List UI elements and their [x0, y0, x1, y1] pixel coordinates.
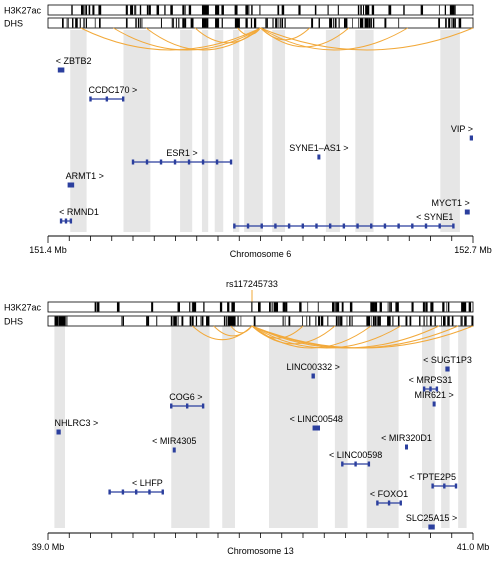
gene-feature: < FOXO1	[370, 489, 408, 506]
interaction-arc	[260, 27, 408, 51]
track-label: DHS	[4, 19, 23, 29]
interaction-arc	[194, 27, 261, 44]
gene-label: < FOXO1	[370, 489, 408, 499]
interaction-arc	[80, 27, 261, 51]
gene-feature: SYNE1–AS1 >	[289, 143, 349, 160]
chromosome-label: Chromosome 13	[227, 546, 294, 556]
gene-label: MYCT1 >	[431, 198, 469, 208]
gene-feature: < MRPS31	[409, 375, 453, 392]
highlight-region	[54, 326, 65, 528]
highlight-region	[272, 30, 286, 232]
highlight-region	[70, 30, 87, 232]
gene-label: < MRPS31	[409, 375, 453, 385]
gene-feature: < SUGT1P3	[423, 355, 472, 372]
snp-label: rs117245733	[226, 279, 278, 289]
gene-feature: ESR1 >	[131, 148, 233, 165]
highlight-region	[244, 30, 263, 232]
gene-feature: < RMND1	[59, 207, 99, 224]
track-label: DHS	[4, 317, 23, 327]
gene-feature: CCDC170 >	[89, 85, 138, 102]
gene-label: < MIR4305	[152, 436, 196, 446]
gene-feature: NHLRC3 >	[55, 418, 99, 435]
track-bar	[47, 17, 474, 29]
gene-label: COG6 >	[169, 392, 202, 402]
gene-feature: < LINC00598	[329, 450, 382, 467]
interaction-arc	[260, 27, 310, 41]
gene-feature: MIR621 >	[414, 390, 454, 407]
gene-label: < ZBTB2	[56, 56, 92, 66]
gene-feature: COG6 >	[169, 392, 205, 409]
gene-label: < SUGT1P3	[423, 355, 472, 365]
gene-label: SLC25A15 >	[406, 513, 457, 523]
gene-feature: VIP >	[451, 124, 473, 141]
axis-end-label: 152.7 Mb	[454, 245, 492, 255]
gene-feature: < ZBTB2	[56, 56, 92, 73]
highlight-region	[366, 326, 399, 528]
gene-label: ARMT1 >	[66, 171, 104, 181]
gene-feature: ARMT1 >	[66, 171, 104, 188]
gene-label: < SYNE1	[416, 212, 453, 222]
axis-start-label: 39.0 Mb	[32, 542, 65, 552]
axis-start-label: 151.4 Mb	[29, 245, 67, 255]
gene-feature: < LINC00548	[290, 414, 343, 431]
axis: 39.0 Mb 41.0 Mb Chromosome 13	[32, 532, 490, 556]
gene-feature: SLC25A15 >	[406, 513, 457, 530]
gene-label: MIR621 >	[414, 390, 453, 400]
highlight-region	[123, 30, 151, 232]
track-label: H3K27ac	[4, 303, 42, 313]
track-label: H3K27ac	[4, 6, 42, 16]
gene-label: CCDC170 >	[89, 85, 138, 95]
highlight-region	[201, 30, 209, 232]
gene-label: SYNE1–AS1 >	[289, 143, 348, 153]
gene-feature: MYCT1 >	[431, 198, 470, 215]
axis: 151.4 Mb 152.7 Mb Chromosome 6	[29, 235, 492, 259]
track-bar	[47, 315, 474, 327]
gene-label: ESR1 >	[166, 148, 197, 158]
axis-end-label: 41.0 Mb	[457, 542, 490, 552]
gene-feature: < MIR320D1	[381, 433, 432, 450]
gene-feature: < MIR4305	[152, 436, 196, 453]
gene-feature: LINC00332 >	[287, 362, 340, 379]
gene-label: < LINC00548	[290, 414, 343, 424]
gene-label: < MIR320D1	[381, 433, 432, 443]
track-bar	[47, 301, 474, 313]
highlight-region	[440, 30, 460, 232]
gene-feature: < SYNE1	[233, 212, 455, 229]
highlight-region	[171, 326, 210, 528]
highlight-region	[214, 30, 224, 232]
highlight-region	[422, 326, 435, 528]
interaction-arc	[113, 27, 261, 51]
highlight-region	[355, 30, 374, 232]
highlight-region	[233, 30, 240, 232]
highlight-region	[325, 30, 340, 232]
gene-label: LINC00332 >	[287, 362, 340, 372]
interaction-arc	[145, 27, 261, 51]
gene-label: NHLRC3 >	[55, 418, 99, 428]
gene-label: < TPTE2P5	[409, 472, 456, 482]
highlight-region	[334, 326, 348, 528]
chromosome-label: Chromosome 6	[230, 249, 292, 259]
highlight-region	[180, 30, 193, 232]
track-bar	[47, 4, 474, 16]
interaction-arc	[251, 325, 402, 349]
interaction-arc	[237, 27, 261, 36]
highlight-region	[441, 326, 450, 528]
gene-label: VIP >	[451, 124, 473, 134]
gene-label: < LHFP	[132, 478, 163, 488]
gene-label: < LINC00598	[329, 450, 382, 460]
interaction-arc	[260, 27, 474, 51]
highlight-region	[222, 326, 235, 528]
panel-chromosome-6: H3K27ac DHS < ZBTB2 CCDC170 > ESR1 > SYNE1–AS…	[4, 4, 492, 259]
interaction-arc	[251, 325, 474, 349]
interaction-arc	[230, 325, 253, 334]
highlight-region	[458, 326, 467, 528]
gene-feature: < LHFP	[108, 478, 164, 495]
interaction-arc	[251, 325, 372, 349]
panel-chromosome-13: rs117245733 H3K27ac DHS LINC00332 > < SUGT1P…	[4, 279, 489, 556]
gene-feature: < TPTE2P5	[409, 472, 458, 489]
gene-label: < RMND1	[59, 207, 99, 217]
highlight-region	[269, 326, 318, 528]
